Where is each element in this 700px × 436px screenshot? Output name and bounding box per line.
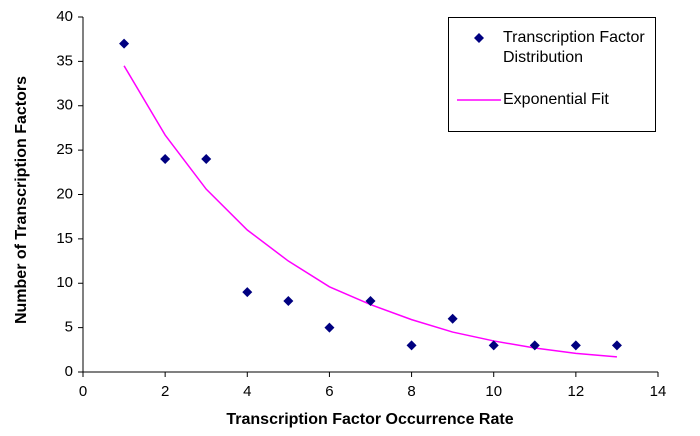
y-tick-label: 40 xyxy=(56,8,73,25)
scatter-point xyxy=(611,340,622,351)
scatter-point xyxy=(324,322,335,333)
x-tick-label: 2 xyxy=(161,383,169,400)
y-tick-label: 30 xyxy=(56,97,73,114)
y-tick-label: 20 xyxy=(56,185,73,202)
y-tick-label: 5 xyxy=(65,319,73,336)
legend-entry: Transcription Factor Distribution xyxy=(449,28,655,68)
x-axis-title: Transcription Factor Occurrence Rate xyxy=(226,411,513,428)
x-tick-label: 12 xyxy=(568,383,585,400)
x-tick-label: 10 xyxy=(485,383,502,400)
scatter-point xyxy=(406,340,417,351)
scatter-point xyxy=(283,296,294,306)
scatter-point xyxy=(242,287,253,298)
y-axis-title: Number of Transcription Factors xyxy=(13,76,30,324)
y-tick-label: 15 xyxy=(56,230,73,247)
x-tick-label: 6 xyxy=(325,383,333,400)
y-tick-label: 10 xyxy=(56,274,73,291)
x-tick-label: 8 xyxy=(407,383,415,400)
x-tick-label: 14 xyxy=(650,383,667,400)
scatter-point xyxy=(570,340,581,351)
legend-entry: Exponential Fit xyxy=(449,90,655,110)
scatter-point xyxy=(119,38,130,49)
y-tick-label: 25 xyxy=(56,141,73,158)
scatter-point xyxy=(529,340,540,351)
x-tick-label: 0 xyxy=(79,383,87,400)
scatter-point xyxy=(201,154,212,164)
y-tick-label: 35 xyxy=(56,52,73,69)
scatter-point xyxy=(488,340,499,351)
scatter-point xyxy=(447,313,458,324)
y-tick-label: 0 xyxy=(65,363,73,380)
scatter-point xyxy=(160,154,171,164)
scatter-point xyxy=(365,296,376,306)
x-tick-label: 4 xyxy=(243,383,251,400)
legend-label: Exponential Fit xyxy=(503,91,609,108)
legend-label: Transcription Factor Distribution xyxy=(503,29,645,66)
legend-marker xyxy=(474,33,484,43)
legend-symbol xyxy=(474,33,484,43)
legend-symbol xyxy=(457,99,501,101)
legend: Transcription Factor Distribution Exponen… xyxy=(448,17,656,132)
